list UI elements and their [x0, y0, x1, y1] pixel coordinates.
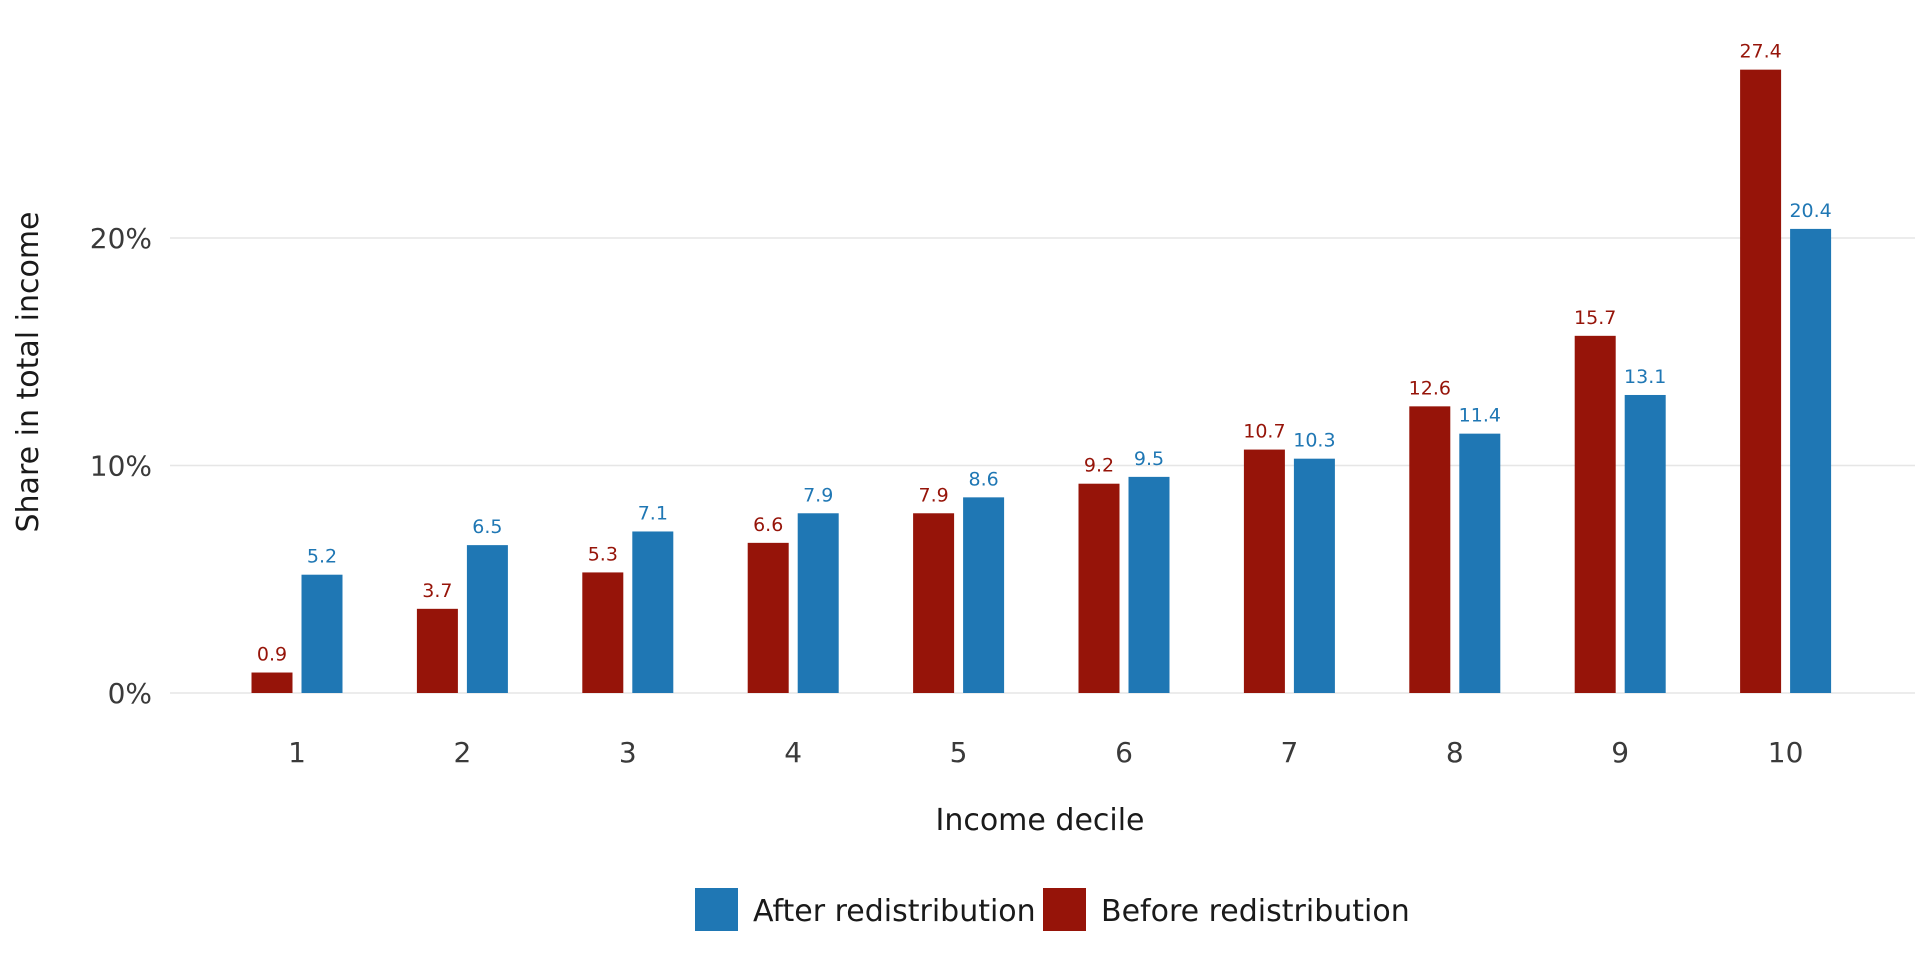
legend-label: After redistribution — [753, 894, 1036, 929]
x-tick-label: 4 — [784, 736, 802, 769]
y-axis-title: Share in total income — [11, 211, 46, 532]
x-tick-label: 1 — [288, 736, 306, 769]
x-tick-label: 9 — [1611, 736, 1629, 769]
x-tick-label: 5 — [950, 736, 968, 769]
bars — [251, 69, 1832, 693]
x-tick-label: 3 — [619, 736, 637, 769]
bar-after — [1128, 476, 1170, 693]
data-label-before: 6.6 — [753, 514, 783, 536]
data-label-after: 9.5 — [1134, 448, 1164, 470]
y-tick-label: 20% — [90, 222, 152, 255]
legend-swatch — [695, 888, 738, 931]
data-label-after: 5.2 — [307, 546, 337, 568]
bar-after — [1293, 458, 1335, 693]
bar-before — [251, 672, 293, 693]
data-label-after: 7.1 — [638, 502, 668, 524]
data-label-after: 11.4 — [1459, 405, 1501, 427]
legend-label: Before redistribution — [1101, 894, 1410, 929]
bar-after — [797, 513, 839, 693]
data-label-after: 7.9 — [803, 484, 833, 506]
bar-after — [301, 574, 343, 693]
data-label-before: 15.7 — [1574, 307, 1616, 329]
x-axis-title: Income decile — [935, 803, 1144, 838]
y-tick-label: 0% — [108, 677, 152, 710]
data-label-before: 7.9 — [918, 484, 948, 506]
data-label-after: 6.5 — [472, 516, 502, 538]
data-label-after: 20.4 — [1789, 200, 1831, 222]
x-tick-label: 8 — [1446, 736, 1464, 769]
data-label-before: 27.4 — [1739, 41, 1781, 63]
y-tick-label: 10% — [90, 450, 152, 483]
x-axis-ticks: 1 2 3 4 5 6 7 8 9 10 — [288, 736, 1803, 769]
y-axis-ticks: 0% 10% 20% — [90, 222, 152, 710]
bar-before — [1243, 449, 1285, 693]
x-tick-label: 2 — [453, 736, 471, 769]
bar-before — [913, 513, 955, 693]
data-label-after: 10.3 — [1293, 430, 1335, 452]
bar-before — [1574, 335, 1616, 693]
x-tick-label: 6 — [1115, 736, 1133, 769]
bar-after — [466, 545, 508, 693]
data-label-before: 5.3 — [588, 543, 618, 565]
bar-after — [632, 531, 674, 693]
data-label-after: 13.1 — [1624, 366, 1666, 388]
bar-before — [416, 608, 458, 693]
data-label-before: 10.7 — [1243, 421, 1285, 443]
legend-swatch — [1043, 888, 1086, 931]
bar-before — [1078, 483, 1120, 693]
bar-before — [1740, 69, 1782, 693]
bar-after — [1790, 228, 1832, 693]
bar-before — [1409, 406, 1451, 693]
bar-before — [582, 572, 624, 693]
bar-after — [1624, 394, 1666, 693]
data-label-after: 8.6 — [968, 468, 998, 490]
bar-after — [963, 497, 1005, 693]
bar-before — [747, 542, 789, 693]
data-labels: 0.9 5.2 3.7 6.5 5.3 7.1 6.6 7.9 7.9 8.6 9.2 9.5 10.7… — [257, 41, 1832, 666]
x-tick-label: 7 — [1280, 736, 1298, 769]
data-label-before: 9.2 — [1084, 455, 1114, 477]
bar-after — [1459, 433, 1501, 693]
data-label-before: 12.6 — [1409, 377, 1451, 399]
legend: After redistribution Before redistributio… — [695, 888, 1410, 931]
data-label-before: 0.9 — [257, 644, 287, 666]
x-tick-label: 10 — [1768, 736, 1804, 769]
data-label-before: 3.7 — [422, 580, 452, 602]
grid-lines — [170, 237, 1915, 694]
